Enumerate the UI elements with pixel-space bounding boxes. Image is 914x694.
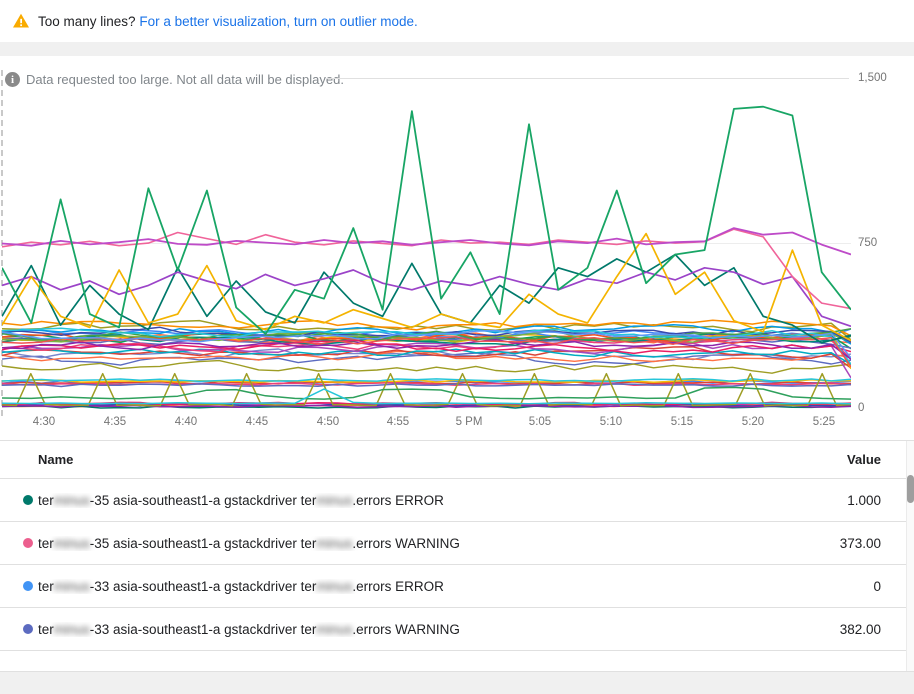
x-tick-label: 4:50	[316, 416, 340, 428]
series-color-dot	[23, 581, 33, 591]
x-tick-label: 5 PM	[455, 416, 483, 428]
chart-line	[2, 333, 851, 346]
legend-table: Name Value terminus-35 asia-southeast1-a…	[0, 441, 906, 671]
warning-icon	[13, 13, 29, 28]
chart-line	[2, 338, 851, 360]
chart-line	[2, 383, 851, 388]
chart-line	[2, 378, 851, 383]
legend-table-header: Name Value	[0, 441, 906, 478]
x-tick-label: 4:55	[386, 416, 410, 428]
chart-line	[2, 372, 851, 407]
table-row[interactable]: terminus-33 asia-southeast1-a gstackdriv…	[0, 607, 906, 650]
series-value: 373.00	[839, 535, 881, 551]
chart-line	[2, 378, 851, 383]
value-column-header: Value	[847, 452, 881, 467]
series-name: terminus-33 asia-southeast1-a gstackdriv…	[38, 578, 444, 594]
series-color-dot	[23, 624, 33, 634]
chart-line	[2, 347, 851, 365]
table-row[interactable]: terminus-35 asia-southeast1-a gstackdriv…	[0, 521, 906, 564]
divider-strip-top	[0, 42, 914, 56]
chart-line	[2, 232, 851, 342]
chart-line	[2, 227, 851, 256]
chart-line	[2, 380, 851, 385]
chart-line	[2, 388, 851, 405]
chart-line	[2, 329, 851, 359]
x-tick-label: 4:40	[174, 416, 198, 428]
chart-line	[2, 319, 851, 337]
series-name: terminus-33 asia-southeast1-a gstackdriv…	[38, 621, 460, 637]
legend-table-body: terminus-35 asia-southeast1-a gstackdriv…	[0, 478, 906, 650]
chart-line	[2, 359, 851, 374]
x-tick-label: 5:15	[670, 416, 694, 428]
series-name: terminus-35 asia-southeast1-a gstackdriv…	[38, 492, 444, 508]
x-tick-label: 5:05	[528, 416, 552, 428]
y-tick-0: 0	[858, 402, 865, 414]
x-tick-label: 5:10	[599, 416, 623, 428]
series-value: 0	[873, 578, 881, 594]
chart-line	[2, 105, 851, 335]
gridline-1500	[327, 78, 849, 79]
outlier-mode-link[interactable]: For a better visualization, turn on outl…	[139, 13, 418, 29]
x-tick-label: 4:45	[245, 416, 269, 428]
y-tick-750: 750	[858, 237, 878, 249]
series-color-dot	[23, 538, 33, 548]
series-color-dot	[23, 495, 33, 505]
x-tick-label: 4:30	[32, 416, 56, 428]
x-tick-label: 5:20	[741, 416, 765, 428]
divider-strip-bottom	[0, 671, 914, 694]
table-top-divider	[0, 440, 914, 441]
notice-text: Data requested too large. Not all data w…	[26, 72, 344, 87]
info-icon: i	[5, 72, 20, 87]
x-tick-label: 4:35	[103, 416, 127, 428]
table-row[interactable]: terminus-33 asia-southeast1-a gstackdriv…	[0, 564, 906, 607]
series-name: terminus-35 asia-southeast1-a gstackdriv…	[38, 535, 460, 551]
chart-line	[2, 266, 851, 328]
chart-line	[2, 339, 851, 355]
table-scrollbar-track[interactable]	[906, 441, 914, 671]
table-row[interactable]: terminus-35 asia-southeast1-a gstackdriv…	[0, 478, 906, 521]
x-tick-label: 5:25	[812, 416, 836, 428]
chart-line	[2, 327, 851, 341]
data-truncation-notice: i Data requested too large. Not all data…	[5, 72, 344, 87]
banner-text: Too many lines?	[38, 13, 136, 29]
x-axis-labels: 4:30 4:35 4:40 4:45 4:50 4:55 5 PM 5:05 5:10 5:15…	[0, 416, 914, 432]
chart-line	[2, 350, 851, 363]
series-value: 1.000	[847, 492, 881, 508]
y-tick-1500: 1,500	[858, 72, 887, 84]
chart-line	[2, 253, 851, 344]
chart-line	[2, 337, 851, 360]
chart-left-dashed-boundary	[1, 70, 3, 416]
timeseries-chart-plot[interactable]	[2, 78, 851, 409]
name-column-header: Name	[38, 452, 74, 467]
chart-line	[2, 386, 851, 400]
series-value: 382.00	[839, 621, 881, 637]
outlier-warning-banner: Too many lines? For a better visualizati…	[0, 0, 914, 42]
table-row-partial	[0, 650, 906, 667]
table-scrollbar-thumb[interactable]	[907, 475, 914, 503]
